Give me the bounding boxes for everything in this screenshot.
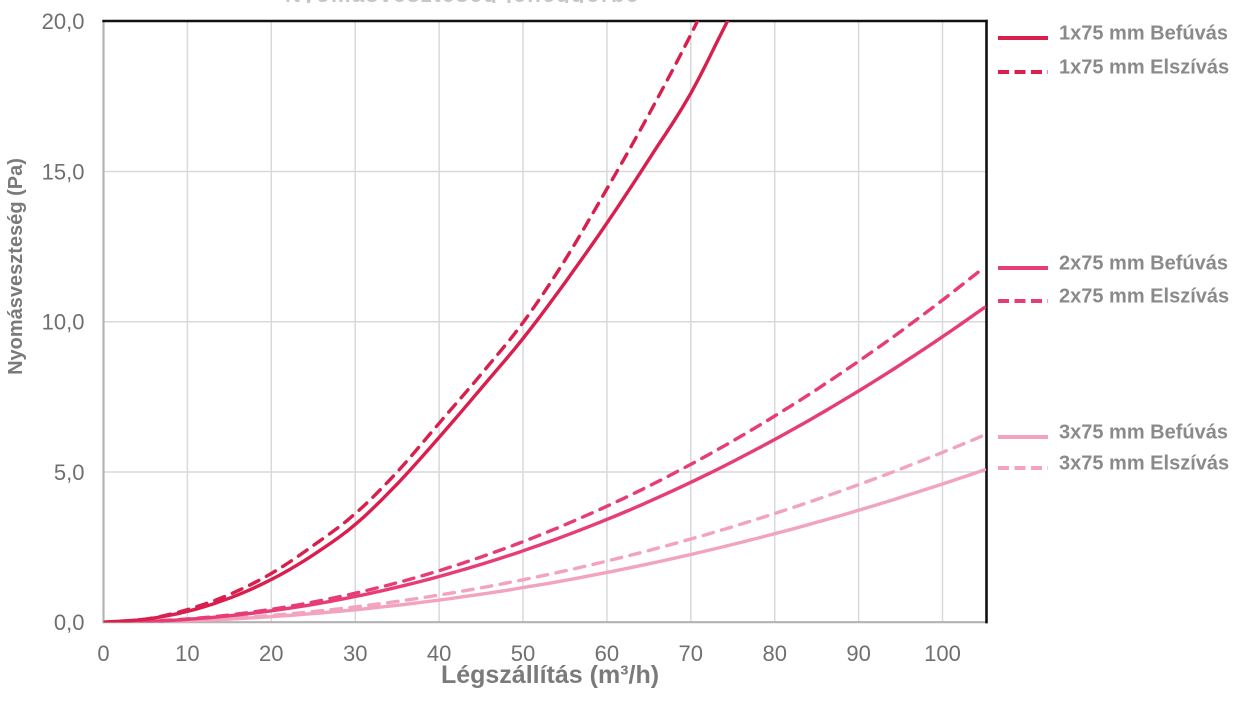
svg-text:2x75 mm Befúvás: 2x75 mm Befúvás bbox=[1059, 253, 1228, 275]
svg-text:40: 40 bbox=[427, 641, 451, 666]
svg-text:0: 0 bbox=[97, 641, 109, 666]
svg-text:10,0: 10,0 bbox=[42, 310, 85, 335]
svg-text:80: 80 bbox=[762, 641, 786, 666]
svg-text:Légszállítás (m³/h): Légszállítás (m³/h) bbox=[441, 661, 659, 689]
svg-text:70: 70 bbox=[679, 641, 703, 666]
svg-text:1x75 mm Befúvás: 1x75 mm Befúvás bbox=[1059, 23, 1228, 45]
svg-text:20,0: 20,0 bbox=[42, 9, 85, 34]
svg-text:60: 60 bbox=[595, 641, 619, 666]
svg-text:Nyomásveszteség (Pa): Nyomásveszteség (Pa) bbox=[5, 158, 27, 375]
svg-text:2x75 mm Elszívás: 2x75 mm Elszívás bbox=[1059, 286, 1229, 308]
svg-text:5,0: 5,0 bbox=[54, 460, 85, 485]
svg-text:20: 20 bbox=[259, 641, 283, 666]
svg-text:10: 10 bbox=[175, 641, 199, 666]
svg-text:30: 30 bbox=[343, 641, 367, 666]
svg-text:1x75 mm Elszívás: 1x75 mm Elszívás bbox=[1059, 57, 1229, 79]
svg-text:3x75 mm Befúvás: 3x75 mm Befúvás bbox=[1059, 422, 1228, 444]
svg-text:50: 50 bbox=[511, 641, 535, 666]
svg-text:90: 90 bbox=[846, 641, 870, 666]
svg-text:3x75 mm Elszívás: 3x75 mm Elszívás bbox=[1059, 453, 1229, 475]
svg-text:0,0: 0,0 bbox=[54, 610, 85, 635]
svg-text:100: 100 bbox=[924, 641, 961, 666]
svg-text:15,0: 15,0 bbox=[42, 160, 85, 185]
svg-text:Nyomásveszteség jelleggörbe: Nyomásveszteség jelleggörbe bbox=[285, 0, 640, 7]
